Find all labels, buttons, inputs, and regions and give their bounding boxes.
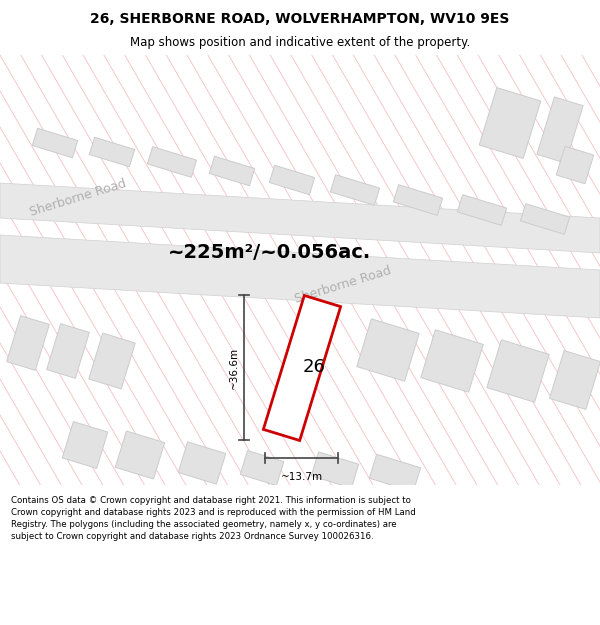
Polygon shape	[479, 88, 541, 158]
Polygon shape	[0, 183, 600, 253]
Polygon shape	[394, 184, 443, 216]
Polygon shape	[32, 128, 78, 158]
Polygon shape	[115, 431, 164, 479]
Polygon shape	[556, 146, 594, 184]
Polygon shape	[457, 194, 506, 226]
Polygon shape	[89, 333, 135, 389]
Polygon shape	[550, 351, 600, 409]
Text: 26, SHERBORNE ROAD, WOLVERHAMPTON, WV10 9ES: 26, SHERBORNE ROAD, WOLVERHAMPTON, WV10 …	[91, 12, 509, 26]
Polygon shape	[370, 454, 421, 492]
Text: ~36.6m: ~36.6m	[229, 346, 239, 389]
Text: Contains OS data © Crown copyright and database right 2021. This information is : Contains OS data © Crown copyright and d…	[11, 496, 416, 541]
Polygon shape	[311, 452, 359, 488]
Polygon shape	[421, 330, 483, 392]
Polygon shape	[331, 174, 380, 206]
Text: Sherborne Road: Sherborne Road	[293, 264, 393, 306]
Polygon shape	[178, 442, 226, 484]
Polygon shape	[0, 235, 600, 318]
Text: ~13.7m: ~13.7m	[280, 472, 323, 482]
Polygon shape	[89, 138, 135, 167]
Polygon shape	[269, 165, 315, 195]
Polygon shape	[537, 97, 583, 163]
Polygon shape	[62, 422, 108, 468]
Polygon shape	[7, 316, 49, 371]
Polygon shape	[209, 156, 255, 186]
Text: Map shows position and indicative extent of the property.: Map shows position and indicative extent…	[130, 36, 470, 49]
Polygon shape	[148, 147, 197, 178]
Polygon shape	[240, 451, 284, 486]
Text: Sherborne Road: Sherborne Road	[28, 177, 128, 219]
Polygon shape	[47, 324, 89, 378]
Polygon shape	[357, 319, 419, 381]
Text: ~225m²/~0.056ac.: ~225m²/~0.056ac.	[168, 244, 371, 262]
Polygon shape	[263, 296, 341, 441]
Polygon shape	[520, 204, 569, 234]
Polygon shape	[487, 340, 549, 402]
Text: 26: 26	[302, 358, 325, 376]
